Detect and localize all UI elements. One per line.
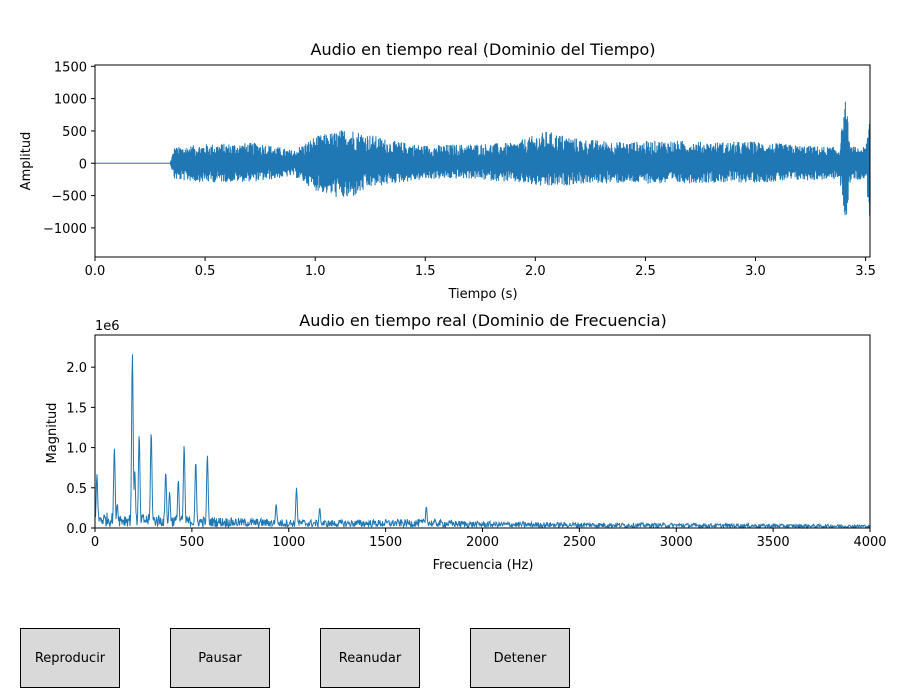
frequency-axes-frame: [94, 334, 871, 529]
time-ticks: 0.0 0.5 1.0 1.5 2.0 2.5 3.0 3.5 1500 1000 500 0 −500…: [43, 60, 876, 279]
frequency-x-tick-label: 3500: [757, 535, 790, 550]
frequency-y-tick-label: 2.0: [66, 361, 87, 376]
time-x-label: Tiempo (s): [447, 287, 517, 302]
frequency-x-tick-label: 4000: [853, 535, 886, 550]
time-y-tick-label: 1000: [54, 93, 87, 108]
time-x-tick-label: 2.0: [525, 264, 546, 279]
time-x-tick-label: 0.5: [195, 264, 216, 279]
time-y-tick-label: 0: [79, 157, 87, 172]
time-x-tick-label: 3.5: [855, 264, 876, 279]
time-domain-chart: Audio en tiempo real (Dominio del Tiempo…: [19, 40, 876, 302]
time-plot-area: [95, 101, 871, 216]
frequency-chart-title: Audio en tiempo real (Dominio de Frecuen…: [299, 311, 666, 330]
frequency-x-tick-label: 3000: [660, 535, 693, 550]
time-x-tick-label: 0.0: [85, 264, 106, 279]
time-x-tick-label: 1.0: [305, 264, 326, 279]
frequency-x-tick-label: 2000: [466, 535, 499, 550]
time-y-tick-label: 500: [62, 125, 87, 140]
frequency-x-label: Frecuencia (Hz): [433, 558, 534, 573]
time-y-tick-label: −500: [51, 190, 87, 205]
frequency-x-tick-label: 500: [179, 535, 204, 550]
play-button[interactable]: Reproducir: [20, 628, 120, 688]
time-chart-title: Audio en tiempo real (Dominio del Tiempo…: [311, 40, 656, 59]
frequency-y-tick-label: 0.0: [66, 522, 87, 537]
time-axes-frame: [94, 64, 871, 258]
frequency-y-label: Magnitud: [45, 403, 60, 464]
frequency-y-tick-label: 1.5: [66, 401, 87, 416]
stop-button[interactable]: Detener: [470, 628, 570, 688]
time-y-label: Amplitud: [19, 132, 34, 191]
frequency-y-tick-label: 0.5: [66, 482, 87, 497]
time-x-tick-label: 3.0: [745, 264, 766, 279]
time-signal-line: [95, 101, 871, 216]
time-y-tick-label: 1500: [54, 60, 87, 75]
frequency-x-tick-label: 0: [91, 535, 99, 550]
time-x-tick-label: 1.5: [415, 264, 436, 279]
pause-button[interactable]: Pausar: [170, 628, 270, 688]
frequency-x-tick-label: 2500: [563, 535, 596, 550]
frequency-ticks: 0 500 1000 1500 2000 2500 3000 3500 4000 0.0 0.5 1.…: [66, 361, 886, 550]
frequency-spectrum-line: [94, 354, 871, 530]
time-x-tick-label: 2.5: [635, 264, 656, 279]
time-y-tick-label: −1000: [43, 222, 87, 237]
frequency-plot-area: [94, 354, 871, 530]
frequency-x-tick-label: 1000: [272, 535, 305, 550]
frequency-x-tick-label: 1500: [369, 535, 402, 550]
resume-button[interactable]: Reanudar: [320, 628, 420, 688]
frequency-y-tick-label: 1.0: [66, 442, 87, 457]
frequency-offset-label: 1e6: [95, 319, 120, 334]
frequency-domain-chart: Audio en tiempo real (Dominio de Frecuen…: [45, 311, 887, 573]
